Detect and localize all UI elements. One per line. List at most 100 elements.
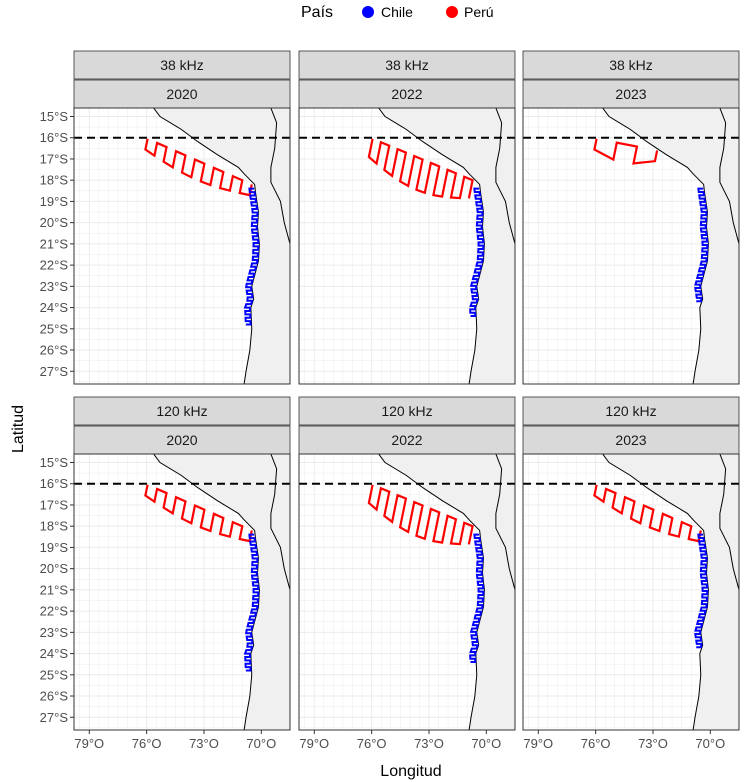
chile-survey-track xyxy=(243,533,260,672)
strip-frequency xyxy=(298,50,516,80)
chile-survey-track xyxy=(469,533,485,664)
strip-year-label: 2023 xyxy=(615,86,646,102)
panel-content xyxy=(299,454,515,730)
panel-content xyxy=(74,108,290,384)
x-tick-label: 73°O xyxy=(638,736,668,751)
panel-border xyxy=(522,453,740,731)
legend-chile-swatch xyxy=(362,6,374,18)
panel-border xyxy=(522,107,740,385)
y-tick-label: 19°S xyxy=(40,194,69,209)
peru-survey-track xyxy=(593,484,702,543)
strip-frequency-label: 38 kHz xyxy=(609,57,653,73)
y-tick-label: 17°S xyxy=(40,497,69,512)
y-tick-label: 21°S xyxy=(40,582,69,597)
strip-frequency xyxy=(298,396,516,426)
facet-panel: 38 kHz 2022 xyxy=(298,50,516,385)
strip-frequency xyxy=(73,50,291,80)
strip-frequency xyxy=(522,396,740,426)
panel-content xyxy=(523,108,739,384)
strip-year-label: 2023 xyxy=(615,432,646,448)
strip-year xyxy=(73,425,291,455)
strip-frequency-label: 120 kHz xyxy=(381,403,432,419)
y-tick-label: 24°S xyxy=(40,300,69,315)
y-tick-label: 26°S xyxy=(40,689,69,704)
y-tick-label: 24°S xyxy=(40,646,69,661)
facet-panel: 120 kHz 2023 79°O 76°O 73°O 70°O xyxy=(522,396,740,751)
x-tick-label: 73°O xyxy=(189,736,219,751)
panel-border xyxy=(73,107,291,385)
y-tick-label: 23°S xyxy=(40,625,69,640)
country-border xyxy=(719,454,739,591)
strip-frequency xyxy=(522,50,740,80)
y-tick-label: 18°S xyxy=(40,173,69,188)
panel-border xyxy=(73,453,291,731)
strip-year xyxy=(298,425,516,455)
panel-border xyxy=(298,107,516,385)
strip-year xyxy=(73,79,291,109)
facet-panel: 120 kHz 2020 15°S 16°S 17°S 18°S 19°S 20°S 21°S 2… xyxy=(40,396,291,751)
y-tick-label: 25°S xyxy=(40,321,69,336)
strip-year-label: 2020 xyxy=(166,86,197,102)
strip-frequency-label: 38 kHz xyxy=(385,57,429,73)
legend-title: País xyxy=(301,4,333,21)
legend: País Chile Perú xyxy=(301,4,494,21)
y-tick-label: 20°S xyxy=(40,215,69,230)
country-border xyxy=(719,108,739,245)
y-tick-label: 19°S xyxy=(40,540,69,555)
peru-survey-track xyxy=(144,484,253,543)
strip-year xyxy=(522,425,740,455)
panel-content xyxy=(74,454,290,730)
y-tick-label: 15°S xyxy=(40,455,69,470)
facet-panel: 120 kHz 2022 79°O 76°O 73°O 70°O xyxy=(298,396,516,751)
strip-year-label: 2022 xyxy=(391,86,422,102)
legend-peru-swatch xyxy=(446,6,458,18)
x-tick-label: 79°O xyxy=(74,736,104,751)
y-tick-label: 16°S xyxy=(40,476,69,491)
x-tick-label: 70°O xyxy=(246,736,276,751)
x-tick-label: 70°O xyxy=(695,736,725,751)
strip-frequency-label: 120 kHz xyxy=(605,403,656,419)
x-tick-label: 79°O xyxy=(299,736,329,751)
y-tick-label: 16°S xyxy=(40,130,69,145)
y-tick-label: 27°S xyxy=(40,710,69,725)
x-tick-label: 73°O xyxy=(414,736,444,751)
x-tick-label: 76°O xyxy=(581,736,611,751)
facet-panel: 38 kHz 2023 xyxy=(522,50,740,385)
y-tick-label: 23°S xyxy=(40,279,69,294)
chile-survey-track xyxy=(694,533,709,649)
peru-survey-track xyxy=(144,138,253,197)
panel-content xyxy=(299,108,515,384)
peru-survey-track xyxy=(367,138,474,200)
strip-frequency xyxy=(73,396,291,426)
y-tick-label: 20°S xyxy=(40,561,69,576)
y-tick-label: 17°S xyxy=(40,151,69,166)
y-tick-label: 22°S xyxy=(40,258,69,273)
strip-year-label: 2022 xyxy=(391,432,422,448)
chile-survey-track xyxy=(243,187,260,326)
legend-chile-label: Chile xyxy=(381,4,413,20)
y-tick-label: 15°S xyxy=(40,109,69,124)
country-border xyxy=(270,454,290,591)
chile-survey-track xyxy=(469,187,485,318)
x-axis-title: Longitud xyxy=(380,763,441,780)
y-tick-label: 27°S xyxy=(40,364,69,379)
strip-year xyxy=(298,79,516,109)
y-tick-label: 26°S xyxy=(40,343,69,358)
y-tick-label: 22°S xyxy=(40,604,69,619)
strip-year xyxy=(522,79,740,109)
facet-panel: 38 kHz 2020 15°S 16°S 17°S 18°S 19°S 20°S 21°S 22… xyxy=(40,50,291,385)
peru-survey-track xyxy=(593,138,659,165)
chile-survey-track xyxy=(694,187,709,303)
country-border xyxy=(495,108,515,245)
y-tick-label: 25°S xyxy=(40,667,69,682)
x-tick-label: 70°O xyxy=(471,736,501,751)
y-tick-label: 18°S xyxy=(40,519,69,534)
y-tick-label: 21°S xyxy=(40,236,69,251)
peru-survey-track xyxy=(367,484,474,546)
strip-year-label: 2020 xyxy=(166,432,197,448)
x-tick-label: 76°O xyxy=(357,736,387,751)
legend-peru-label: Perú xyxy=(464,4,494,20)
strip-frequency-label: 38 kHz xyxy=(160,57,204,73)
y-axis-title: Latitud xyxy=(10,405,27,453)
